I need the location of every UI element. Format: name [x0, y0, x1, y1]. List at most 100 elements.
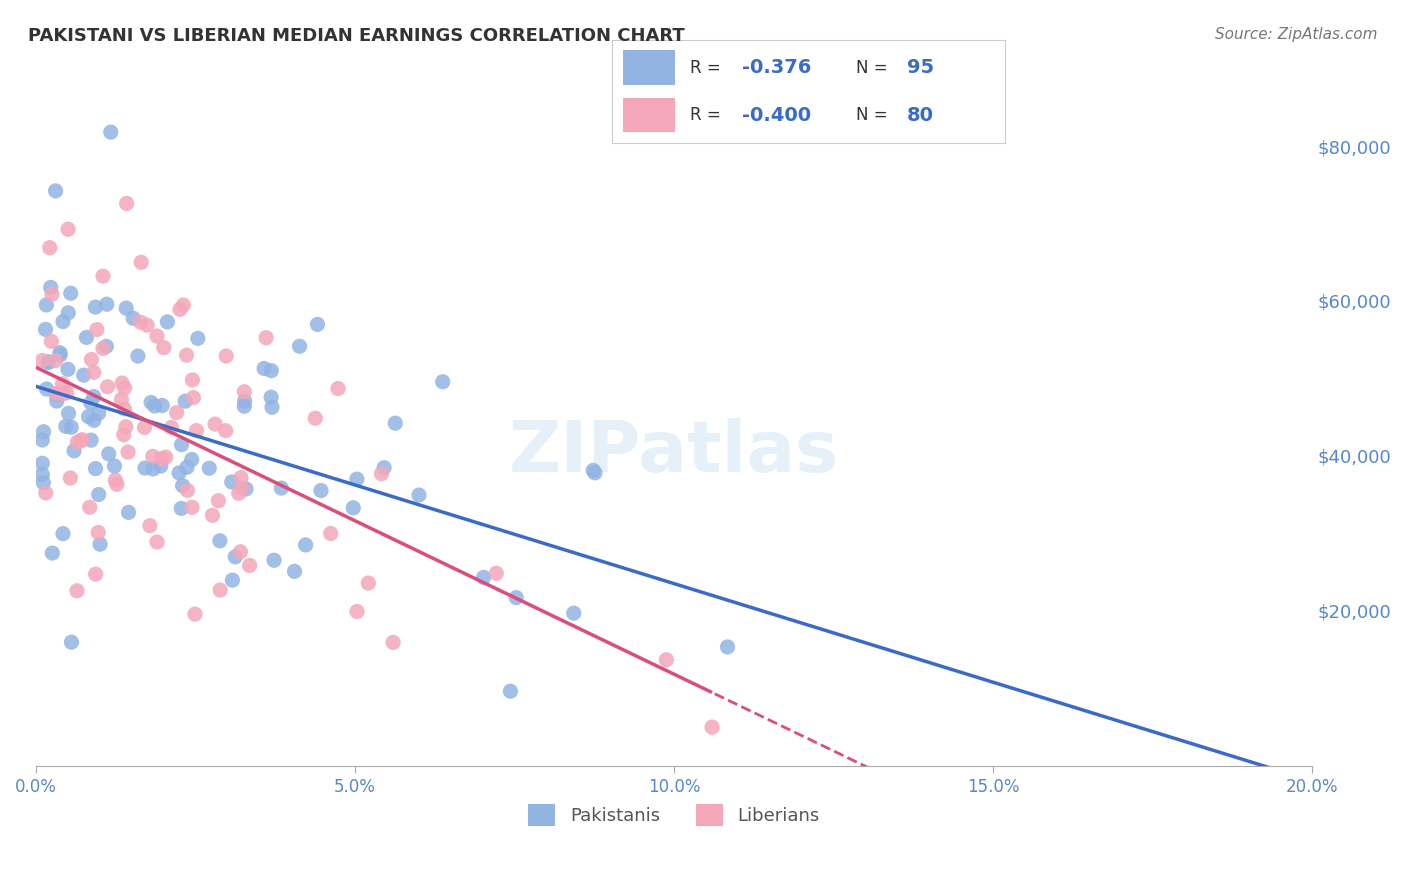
Point	[270, 481, 292, 495]
Point	[176, 483, 198, 498]
Point	[700, 720, 723, 734]
Text: R =: R =	[690, 106, 727, 124]
Point	[80, 433, 103, 447]
Point	[294, 538, 316, 552]
Point	[37, 355, 59, 369]
Point	[105, 477, 128, 491]
Point	[84, 300, 107, 314]
Point	[60, 420, 83, 434]
Point	[127, 349, 149, 363]
Point	[142, 450, 165, 464]
Point	[87, 525, 110, 540]
FancyBboxPatch shape	[623, 50, 675, 86]
Point	[129, 255, 152, 269]
Point	[31, 467, 53, 482]
Point	[233, 384, 256, 399]
Point	[146, 329, 169, 343]
Point	[655, 653, 678, 667]
Point	[288, 339, 311, 353]
Point	[136, 318, 159, 333]
Point	[87, 406, 110, 420]
Point	[215, 349, 238, 363]
Point	[63, 443, 86, 458]
Point	[58, 306, 80, 320]
Point	[83, 365, 105, 379]
Point	[221, 475, 243, 489]
FancyBboxPatch shape	[623, 97, 675, 132]
Point	[55, 385, 77, 400]
Point	[84, 567, 107, 582]
Point	[156, 315, 179, 329]
Point	[80, 352, 103, 367]
Point	[346, 605, 368, 619]
Point	[239, 558, 262, 573]
Point	[49, 348, 72, 362]
Point	[176, 460, 198, 475]
Point	[59, 286, 82, 301]
Text: -0.376: -0.376	[741, 58, 811, 78]
Point	[229, 470, 252, 484]
Point	[172, 478, 194, 492]
Point	[73, 368, 96, 383]
Point	[231, 481, 253, 495]
Point	[31, 433, 53, 447]
Point	[254, 331, 277, 345]
Point	[66, 435, 89, 450]
Point	[86, 322, 108, 336]
Point	[115, 301, 138, 315]
Point	[129, 315, 152, 329]
Point	[117, 505, 139, 519]
Point	[66, 583, 89, 598]
Point	[326, 382, 349, 396]
Point	[104, 473, 127, 487]
Point	[208, 533, 231, 548]
Point	[115, 419, 138, 434]
Point	[35, 486, 58, 500]
Point	[198, 461, 221, 475]
Text: 80: 80	[907, 105, 934, 125]
Point	[117, 445, 139, 459]
Point	[170, 501, 193, 516]
Point	[45, 353, 67, 368]
Point	[96, 297, 118, 311]
Point	[160, 420, 183, 434]
Point	[89, 537, 111, 551]
Point	[235, 482, 257, 496]
Point	[97, 380, 120, 394]
Point	[170, 437, 193, 451]
Point	[229, 545, 252, 559]
Point	[155, 450, 177, 464]
Point	[49, 345, 72, 359]
Point	[52, 386, 75, 401]
Point	[181, 373, 204, 387]
Point	[31, 353, 53, 368]
Point	[31, 456, 53, 470]
Point	[56, 222, 79, 236]
Point	[472, 570, 495, 584]
Point	[114, 401, 136, 416]
Text: N =: N =	[856, 59, 893, 77]
Point	[342, 500, 364, 515]
Point	[83, 413, 105, 427]
Point	[77, 409, 100, 424]
Point	[134, 420, 156, 434]
Point	[505, 591, 527, 605]
Point	[55, 419, 77, 434]
Point	[51, 376, 73, 391]
Point	[111, 376, 134, 390]
Point	[56, 362, 79, 376]
Point	[45, 386, 67, 401]
Point	[716, 640, 738, 654]
Point	[263, 553, 285, 567]
Point	[91, 269, 114, 284]
Point	[79, 500, 101, 515]
Point	[35, 382, 58, 396]
Point	[142, 462, 165, 476]
Point	[87, 487, 110, 501]
Point	[169, 302, 191, 317]
Point	[146, 535, 169, 549]
Point	[260, 401, 283, 415]
Point	[373, 460, 395, 475]
Point	[432, 375, 454, 389]
Text: R =: R =	[690, 59, 727, 77]
